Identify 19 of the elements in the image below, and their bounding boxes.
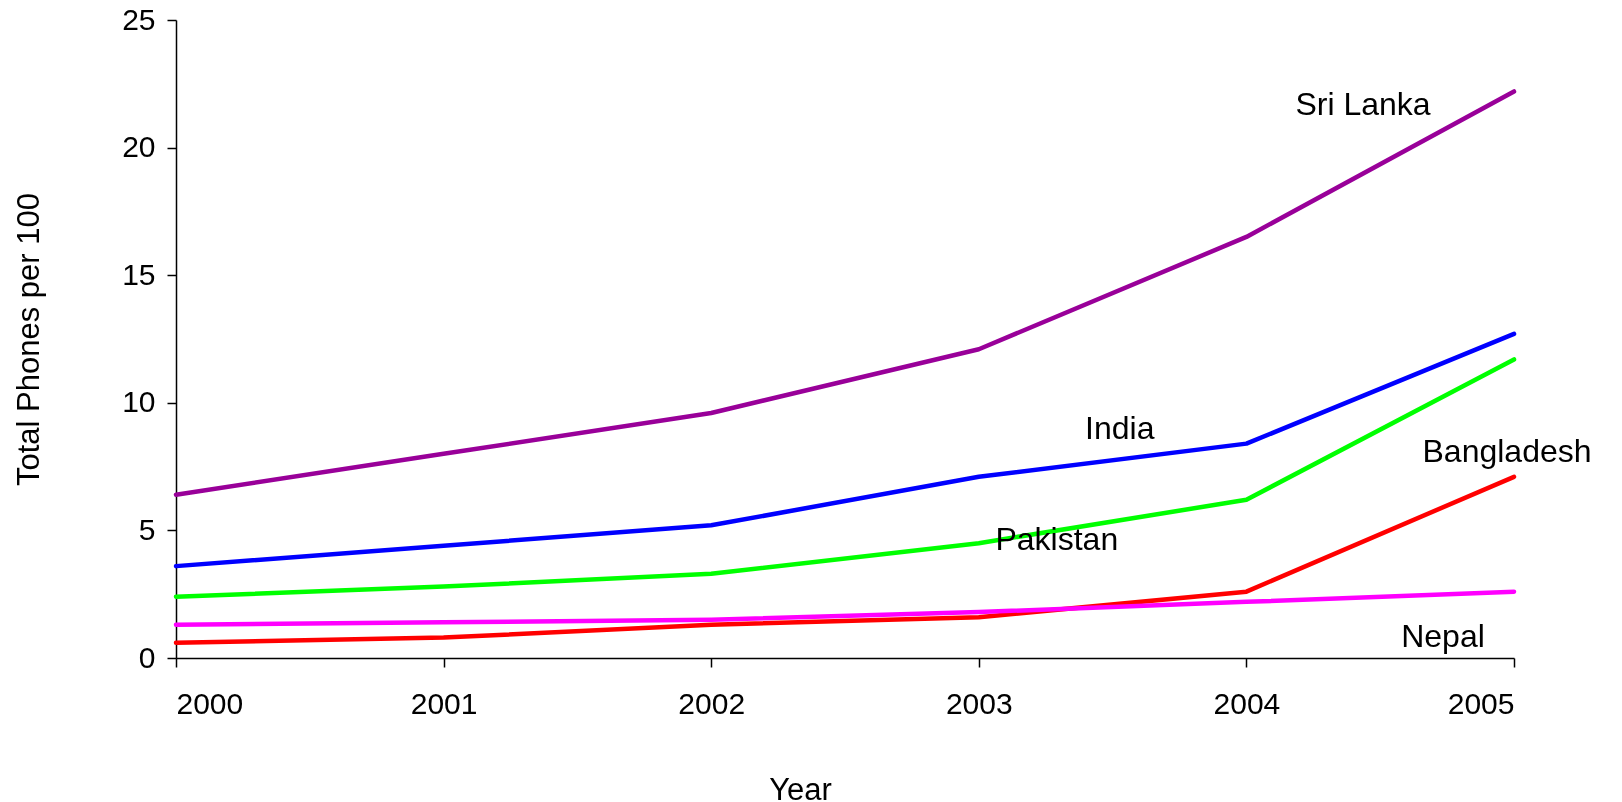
y-tick-label: 0	[138, 640, 156, 674]
x-axis-title: Year	[769, 771, 832, 802]
series-label: Pakistan	[995, 521, 1119, 558]
y-tick-label: 5	[138, 512, 156, 546]
x-tick-label: 2000	[176, 686, 244, 720]
x-tick-label: 2004	[1213, 686, 1281, 720]
series-label: India	[1085, 409, 1155, 446]
y-tick-label: 20	[122, 130, 156, 164]
x-tick-label: 2002	[678, 686, 746, 720]
y-axis-title: Total Phones per 100	[11, 193, 47, 486]
y-tick-label: 10	[122, 385, 156, 419]
x-tick-label: 2005	[1447, 686, 1515, 720]
series-label: Sri Lanka	[1295, 86, 1431, 123]
y-tick-label: 25	[122, 2, 156, 36]
x-tick-label: 2001	[410, 686, 478, 720]
series-label: Nepal	[1401, 617, 1485, 654]
y-tick-label: 15	[122, 257, 156, 291]
series-label: Bangladesh	[1422, 432, 1592, 469]
x-tick-label: 2003	[945, 686, 1013, 720]
